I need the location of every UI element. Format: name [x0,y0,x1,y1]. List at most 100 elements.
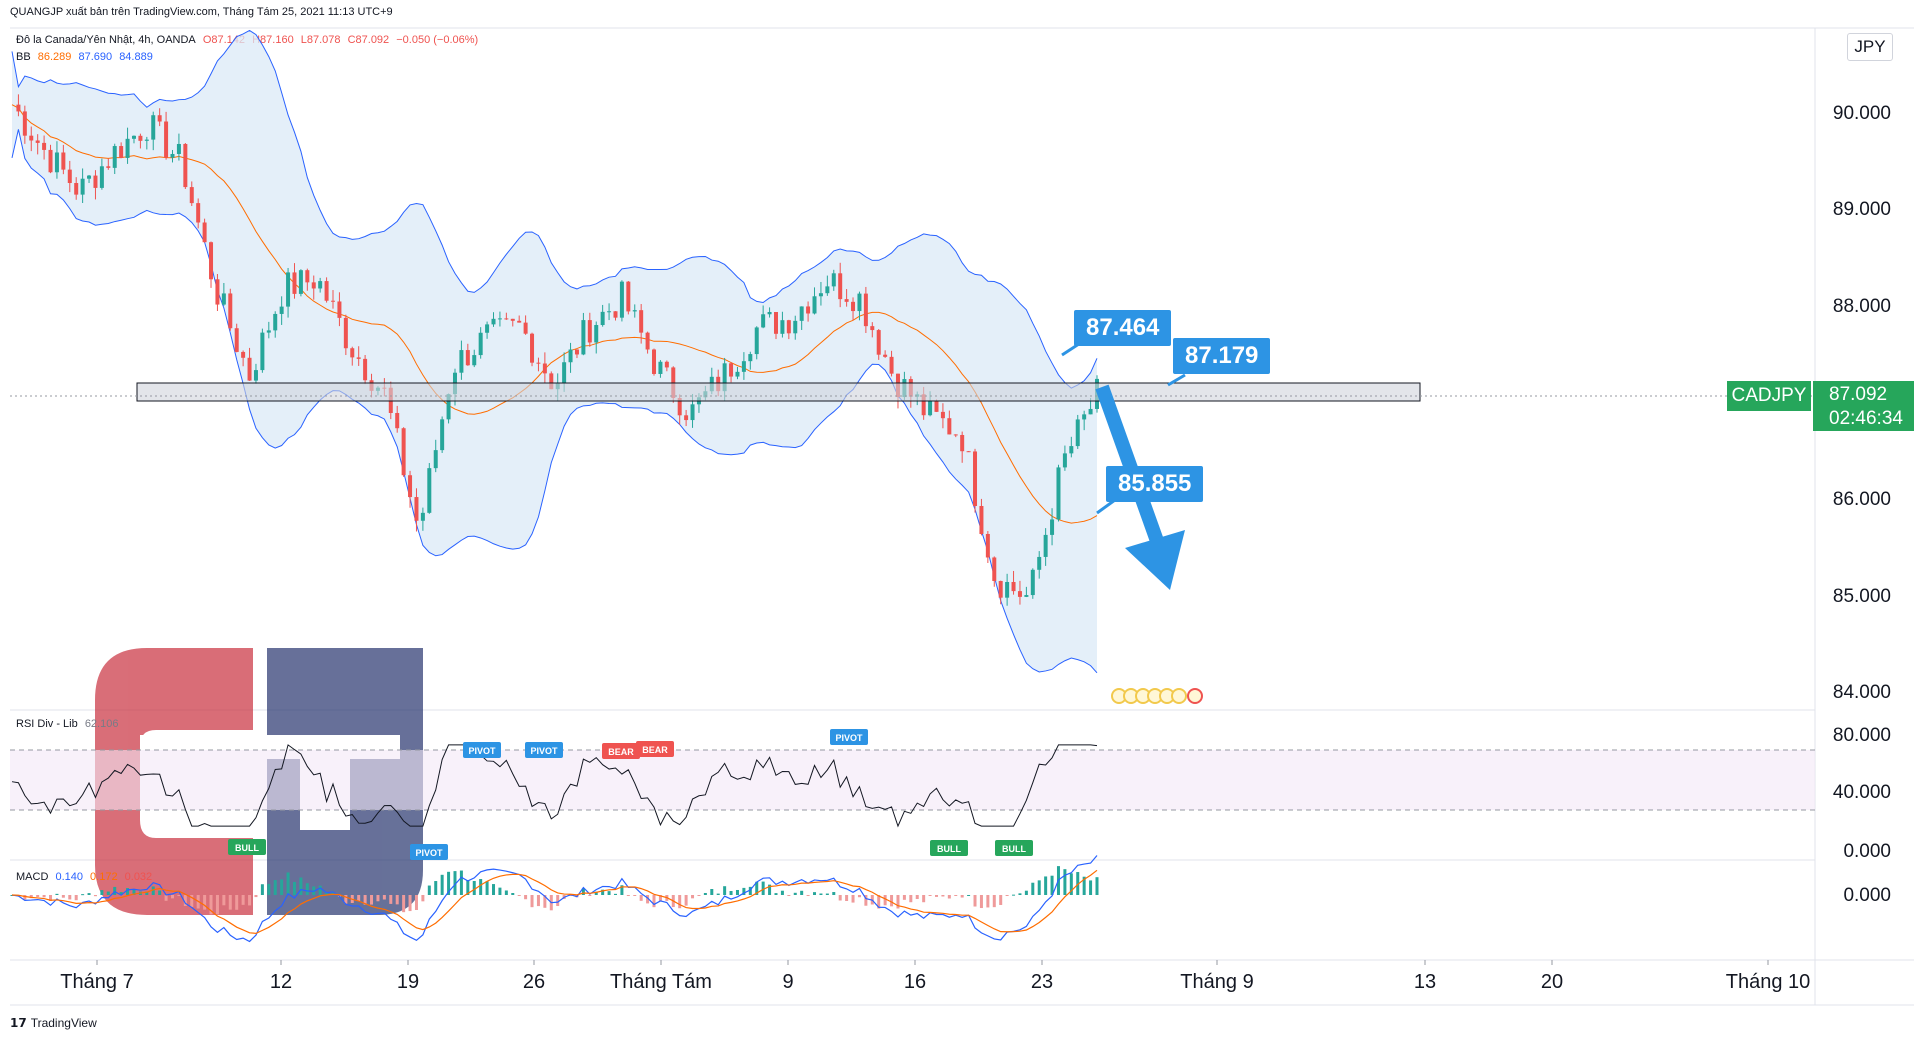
candle-body [196,203,201,223]
macd-bar [761,881,765,895]
candle-body [420,512,425,521]
macd-bar [177,895,181,896]
candle-body [851,301,856,312]
svg-text:BULL: BULL [937,844,961,854]
time-label: 23 [1030,971,1054,993]
candle-body [356,357,361,359]
candle-body [209,242,214,280]
candle-body [863,293,868,327]
macd-bar [601,889,605,895]
bb-upper: 87.690 [78,51,113,63]
candle-body [234,328,239,352]
macd-bar [524,895,528,900]
macd-bar [331,892,335,895]
macd-v1: 0.140 [55,871,83,883]
macd-bar [190,895,194,907]
macd-bar [979,895,983,909]
svg-text:PIVOT: PIVOT [530,746,558,756]
candle-body [639,310,644,333]
candle-body [645,332,650,350]
macd-bar [1044,876,1048,895]
macd-bar [414,895,418,910]
rsi-signal-bear: BEAR [602,743,640,759]
candle-body [478,332,483,356]
macd-bar [902,895,906,900]
macd-tick: 0.000 [1843,885,1891,906]
rsi-signal-bull: BULL [930,840,968,856]
candle-body [465,350,470,366]
footer-brand[interactable]: 𝟭𝟳 TradingView [10,1016,97,1030]
candle-body [485,324,490,333]
price-tick: 90.000 [1832,103,1891,124]
currency-button[interactable]: JPY [1847,33,1893,61]
candle-body [690,404,695,421]
macd-bar [42,895,46,898]
candle-body [523,322,528,334]
macd-bar [588,895,592,896]
macd-bar [896,895,900,909]
macd-bar [61,895,65,898]
macd-bar [1063,869,1067,895]
macd-bar [723,886,727,895]
macd-bar [389,895,393,904]
rsi-signals: PIVOT PIVOT BEAR BEAR PIVOT BULL PIVOT BULL BULL [228,729,1033,860]
macd-bar [23,895,27,900]
callout-87179[interactable]: 87.179 [1173,338,1271,374]
macd-bar [556,895,560,907]
callout-87464[interactable]: 87.464 [1074,310,1172,346]
candle-body [241,351,246,358]
candle-body [818,293,823,297]
candle-body [940,411,945,419]
macd-bar [248,895,252,906]
rsi-signal-bull: BULL [995,840,1033,856]
time-label: Tháng 9 [1180,971,1254,993]
macd-bar [857,895,861,898]
macd-bar [254,895,258,898]
candle-body [131,135,136,139]
symbol-legend: Đô la Canada/Yên Nhật, 4h, OANDA O87.142… [16,34,482,46]
candle-body [170,153,175,158]
candle-body [632,310,637,312]
candle-body [889,356,894,374]
macd-bar [511,892,515,895]
last-price: 87.092 [1829,384,1888,405]
candle-body [247,357,252,381]
macd-bar [607,891,611,895]
candle-body [221,293,226,305]
macd-bar [838,895,842,901]
rsi-signal-bear: BEAR [636,741,674,757]
candle-body [292,272,297,294]
candle-body [857,293,862,312]
macd-bar [909,895,913,903]
candle-body [876,330,881,355]
macd-bar [472,881,476,895]
macd-bar [845,895,849,902]
candle-body [812,296,817,314]
candle-body [363,358,368,381]
callout-85855[interactable]: 85.855 [1106,466,1204,502]
candle-body [16,104,21,112]
logo-red-shape [95,648,253,915]
candle-body [921,394,926,416]
macd-bar [260,884,264,895]
macd-bar [633,895,637,896]
svg-text:BULL: BULL [235,843,259,853]
candle-body [581,320,586,355]
candle-body [491,318,496,325]
macd-bar [626,895,630,896]
macd-bar [825,893,829,895]
candle-body [966,451,971,453]
candle-body [1088,408,1093,415]
macd-bar [55,893,59,895]
macd-bar [678,895,682,909]
low-value: L87.078 [300,34,341,46]
macd-bar [421,895,425,902]
price-tick: 89.000 [1832,199,1891,220]
candle-body [799,306,804,321]
macd-bar [434,881,438,895]
macd-bar [646,895,650,904]
macd-bar [447,871,451,895]
macd-bar [748,886,752,895]
candle-body [67,169,72,184]
